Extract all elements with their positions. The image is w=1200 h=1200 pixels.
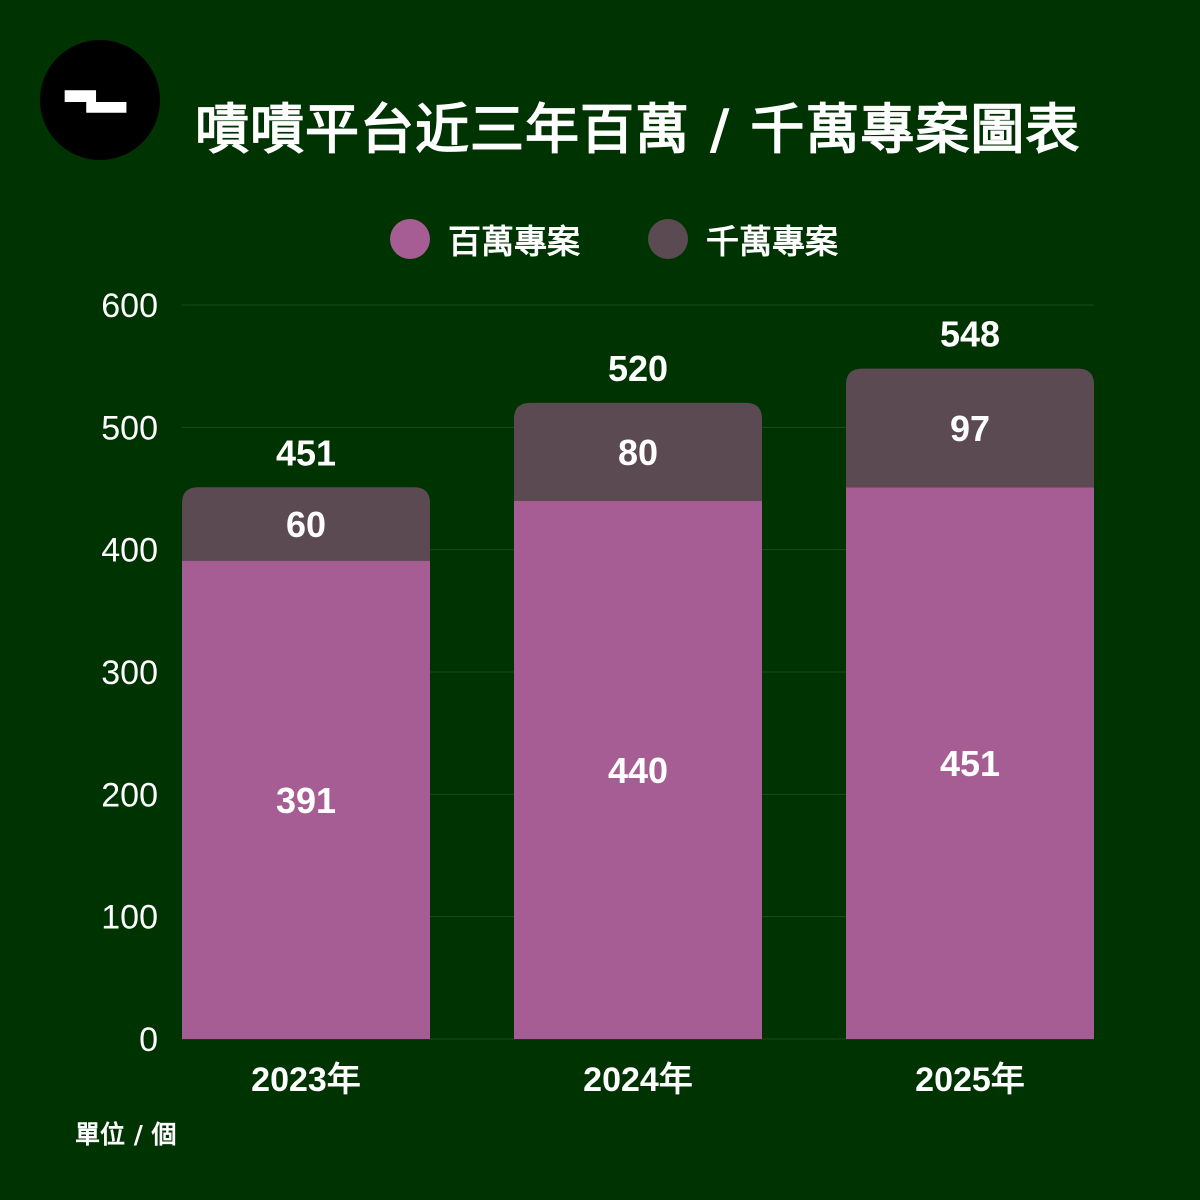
y-tick-label: 600 (101, 287, 158, 325)
legend-item-ten-million: 千萬專案 (648, 215, 838, 263)
y-tick-label: 0 (139, 1021, 158, 1059)
bar-segment (846, 368, 1094, 488)
y-tick-label: 100 (101, 899, 158, 937)
bar-segment (182, 487, 430, 561)
x-tick-label: 2025年 (915, 1061, 1025, 1099)
legend-label-ten-million: 千萬專案 (706, 222, 838, 261)
legend-item-million: 百萬專案 (390, 215, 580, 263)
brand-logo (40, 40, 160, 160)
x-tick-label: 2023年 (251, 1061, 361, 1099)
legend-label-million: 百萬專案 (448, 222, 580, 261)
bar-value-label: 391 (276, 780, 336, 821)
bar-segment (182, 560, 430, 1039)
bar-value-label: 60 (286, 504, 326, 545)
chart-legend: 百萬專案 千萬專案 (390, 216, 906, 262)
bar-value-label: 451 (940, 743, 1000, 784)
bar-segment (514, 500, 762, 1039)
y-tick-label: 500 (101, 409, 158, 447)
bar-segment (846, 487, 1094, 1039)
bar-total-label: 451 (276, 432, 336, 473)
bar-value-label: 80 (618, 432, 658, 473)
legend-swatch-million (390, 219, 430, 259)
unit-label: 單位 / 個 (75, 1120, 177, 1149)
bar-segment (514, 402, 762, 501)
bar-total-label: 548 (940, 314, 1000, 355)
legend-swatch-ten-million (648, 219, 688, 259)
logo-mark-icon (64, 90, 127, 113)
bar-total-label: 520 (608, 348, 668, 389)
chart-title: 嘖嘖平台近三年百萬 / 千萬專案圖表 (195, 98, 1081, 161)
y-tick-label: 200 (101, 776, 158, 814)
y-tick-label: 300 (101, 654, 158, 692)
bar-value-label: 97 (950, 408, 990, 449)
x-tick-label: 2024年 (583, 1061, 693, 1099)
bar-value-label: 440 (608, 750, 668, 791)
y-tick-label: 400 (101, 532, 158, 570)
